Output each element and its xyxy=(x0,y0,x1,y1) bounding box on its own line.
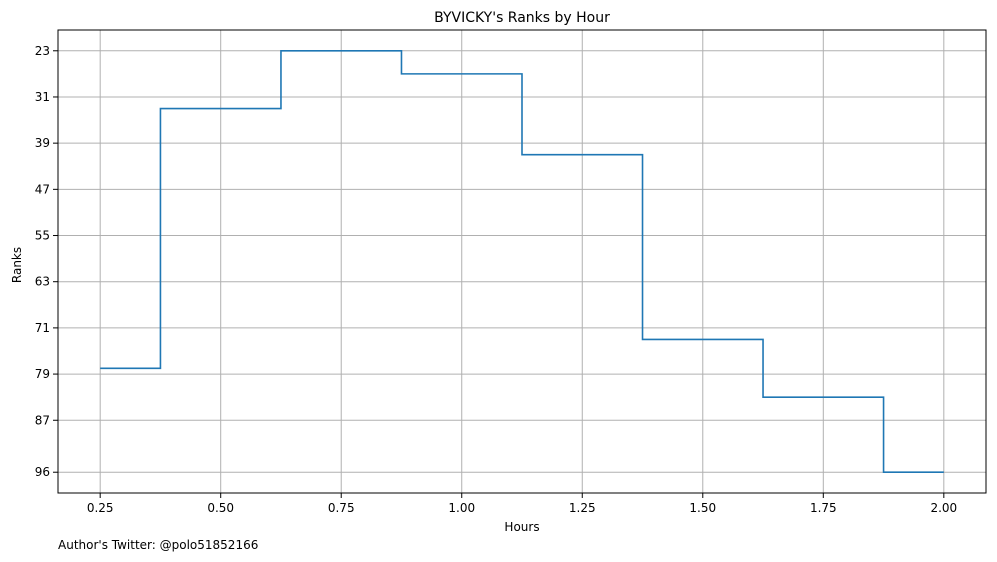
x-tick-label: 0.50 xyxy=(207,501,234,515)
y-axis: 23 31 39 47 55 63 71 79 87 96 xyxy=(35,44,58,479)
chart-title: BYVICKY's Ranks by Hour xyxy=(434,10,610,26)
plot-frame xyxy=(57,29,987,494)
grid-lines xyxy=(58,30,986,493)
x-tick-label: 0.75 xyxy=(328,501,355,515)
rank-series-line xyxy=(100,49,944,474)
y-tick-label: 55 xyxy=(35,229,50,243)
x-axis-label: Hours xyxy=(504,520,539,534)
y-tick-label: 47 xyxy=(35,182,50,196)
x-tick-label: 1.00 xyxy=(448,501,475,515)
y-tick-label: 71 xyxy=(35,321,50,335)
x-axis: 0.25 0.50 0.75 1.00 1.25 1.50 1.75 2.00 xyxy=(87,493,957,515)
y-tick-label: 63 xyxy=(35,275,50,289)
y-tick-label: 79 xyxy=(35,367,50,381)
x-tick-label: 1.25 xyxy=(569,501,596,515)
y-tick-label: 39 xyxy=(35,136,50,150)
y-axis-label: Ranks xyxy=(10,247,24,283)
y-tick-label: 96 xyxy=(35,465,50,479)
x-tick-label: 1.50 xyxy=(689,501,716,515)
y-tick-label: 31 xyxy=(35,90,50,104)
x-tick-label: 2.00 xyxy=(930,501,957,515)
y-tick-label: 87 xyxy=(35,413,50,427)
x-tick-label: 0.25 xyxy=(87,501,114,515)
series-layer xyxy=(100,49,944,474)
y-tick-label: 23 xyxy=(35,44,50,58)
x-tick-label: 1.75 xyxy=(810,501,837,515)
author-credit: Author's Twitter: @polo51852166 xyxy=(58,538,259,552)
